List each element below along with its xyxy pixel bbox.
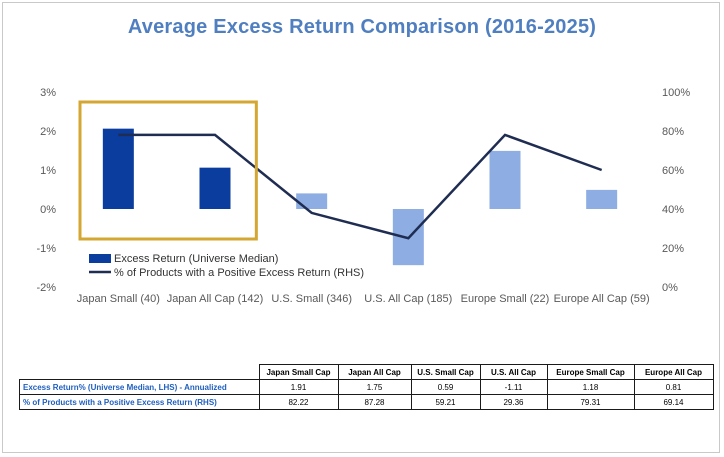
table-header: U.S. All Cap [479,364,548,380]
chart-area: -2% -1% 0% 1% 2% 3% 0% 20% 40% 60% 80% 100% Japan Sm… [36,87,690,305]
table-cell: 1.18 [546,379,635,395]
row-label: Excess Return% (Universe Median, LHS) - … [19,379,260,395]
x-tick-label: U.S. All Cap (185) [364,293,452,305]
table-cell: 0.81 [633,379,714,395]
legend-swatch-bar [89,254,111,263]
data-table: Japan Small Cap Japan All Cap U.S. Small… [19,364,714,410]
table-cell: 69.14 [633,394,714,410]
chart-title: Average Excess Return Comparison (2016-2… [127,16,597,38]
table-row: Excess Return% (Universe Median, LHS) - … [19,379,714,395]
table-cell: 59.21 [410,394,481,410]
x-tick-label: Japan All Cap (142) [167,293,264,305]
table-cell: 79.31 [546,394,635,410]
table-cell: -1.11 [479,379,548,395]
bar [296,193,328,209]
x-tick-label: Japan Small (40) [77,293,160,305]
y-right-tick-label: 100% [662,87,690,99]
table-row: % of Products with a Positive Excess Ret… [19,394,714,410]
y-left-tick-label: -1% [36,243,56,255]
legend-label-bar: Excess Return (Universe Median) [114,253,278,265]
x-tick-label: Europe All Cap (59) [554,293,650,305]
table-header: U.S. Small Cap [410,364,481,380]
table-corner [20,365,260,380]
x-tick-label: U.S. Small (346) [271,293,352,305]
table-cell: 29.36 [479,394,548,410]
y-left-tick-label: 2% [40,126,56,138]
y-left-tick-label: -2% [36,282,56,294]
row-label: % of Products with a Positive Excess Ret… [19,394,260,410]
bar [199,167,231,209]
bar [102,128,134,209]
y-left-tick-label: 0% [40,204,56,216]
table-cell: 1.91 [258,379,339,395]
line-series [118,133,603,240]
highlight-box [78,100,258,241]
legend-label-line: % of Products with a Positive Excess Ret… [114,267,364,279]
table-header: Japan All Cap [337,364,412,380]
y-right-tick-label: 40% [662,204,684,216]
table-cell: 0.59 [410,379,481,395]
y-left-tick-label: 3% [40,87,56,99]
y-right-tick-label: 60% [662,165,684,177]
y-left-tick-label: 1% [40,165,56,177]
table-cell: 87.28 [337,394,412,410]
table-cell: 82.22 [258,394,339,410]
bar [489,150,521,209]
y-right-tick-label: 20% [662,243,684,255]
table-header-row: Japan Small Cap Japan All Cap U.S. Small… [20,364,714,380]
x-tick-label: Europe Small (22) [461,293,550,305]
table-header: Europe All Cap [633,364,714,380]
y-right-tick-label: 80% [662,126,684,138]
bar [586,189,618,209]
y-right-tick-label: 0% [662,282,678,294]
table-header: Europe Small Cap [546,364,635,380]
table-header: Japan Small Cap [258,364,339,380]
table-cell: 1.75 [337,379,412,395]
